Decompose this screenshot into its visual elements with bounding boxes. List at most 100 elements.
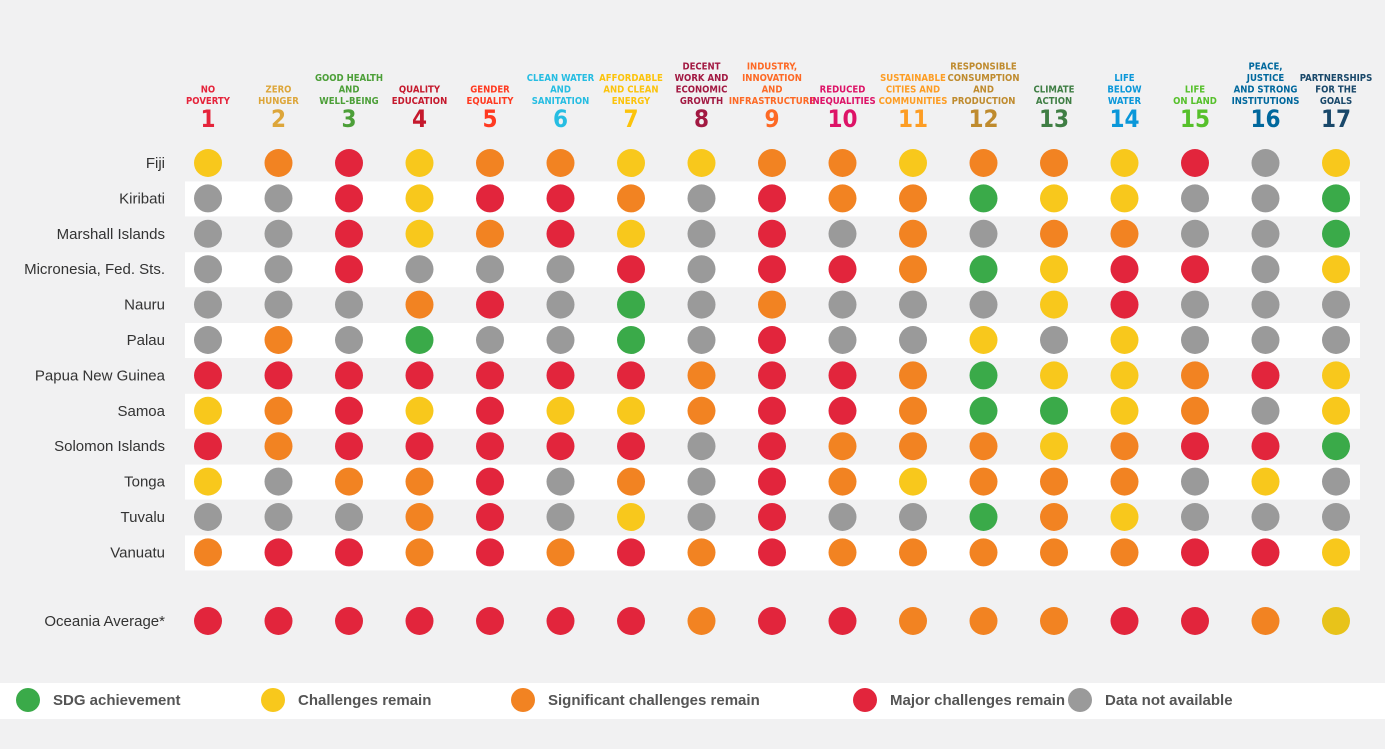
country-label: Tuvalu bbox=[121, 509, 165, 526]
status-dot bbox=[1110, 219, 1139, 248]
status-dot bbox=[617, 290, 645, 319]
status-dot bbox=[969, 290, 998, 319]
status-dot bbox=[1040, 538, 1068, 567]
status-dot bbox=[969, 467, 998, 496]
status-dot bbox=[335, 290, 363, 319]
status-dot bbox=[1110, 467, 1139, 496]
status-dot bbox=[758, 361, 786, 390]
goal-number: 10 bbox=[827, 105, 857, 133]
status-dot bbox=[264, 432, 293, 461]
status-dot bbox=[1110, 149, 1139, 177]
status-dot bbox=[335, 219, 363, 248]
status-dot bbox=[969, 396, 998, 425]
status-dot bbox=[546, 326, 575, 354]
status-dot bbox=[828, 361, 857, 390]
status-dot bbox=[405, 396, 434, 425]
status-dot bbox=[546, 184, 575, 213]
status-dot bbox=[1251, 326, 1280, 354]
status-dot bbox=[546, 396, 575, 425]
status-dot bbox=[687, 503, 716, 531]
goal-label: COMMUNITIES bbox=[879, 96, 948, 107]
country-label: Micronesia, Fed. Sts. bbox=[24, 261, 165, 278]
status-dot bbox=[899, 607, 927, 635]
status-dot bbox=[264, 184, 293, 213]
status-dot bbox=[758, 290, 786, 319]
status-dot bbox=[1110, 538, 1139, 567]
country-label: Oceania Average* bbox=[44, 613, 165, 630]
status-dot bbox=[1181, 326, 1209, 354]
goal-label: CITIES AND bbox=[886, 85, 940, 96]
status-dot bbox=[476, 467, 504, 496]
status-dot bbox=[335, 607, 363, 635]
goal-number: 14 bbox=[1109, 105, 1139, 133]
status-dot bbox=[264, 326, 293, 354]
status-dot bbox=[405, 184, 434, 213]
status-dot bbox=[899, 149, 927, 177]
status-dot bbox=[405, 290, 434, 319]
status-dot bbox=[828, 538, 857, 567]
legend-label: Challenges remain bbox=[298, 692, 431, 709]
status-dot bbox=[899, 290, 927, 319]
status-dot bbox=[1181, 432, 1209, 461]
status-dot bbox=[194, 467, 222, 496]
status-dot bbox=[617, 184, 645, 213]
status-dot bbox=[1322, 432, 1350, 461]
status-dot bbox=[1040, 219, 1068, 248]
goal-number: 4 bbox=[412, 105, 427, 133]
goal-label: ACTION bbox=[1036, 96, 1072, 107]
status-dot bbox=[1040, 184, 1068, 213]
status-dot bbox=[194, 503, 222, 531]
status-dot bbox=[1322, 149, 1350, 177]
goal-label: CLIMATE bbox=[1034, 85, 1075, 96]
goal-label: WELL-BEING bbox=[319, 96, 378, 107]
status-dot bbox=[476, 432, 504, 461]
status-dot bbox=[828, 396, 857, 425]
status-dot bbox=[1181, 396, 1209, 425]
goal-number: 2 bbox=[271, 105, 286, 133]
status-dot bbox=[476, 326, 504, 354]
goal-label: WORK AND bbox=[675, 73, 729, 84]
country-label: Vanuatu bbox=[110, 544, 165, 561]
status-dot bbox=[687, 290, 716, 319]
status-dot bbox=[335, 467, 363, 496]
status-dot bbox=[405, 607, 434, 635]
status-dot bbox=[1322, 607, 1350, 635]
status-dot bbox=[194, 255, 222, 284]
status-dot bbox=[546, 149, 575, 177]
status-dot bbox=[969, 184, 998, 213]
status-dot bbox=[1322, 326, 1350, 354]
goal-number: 11 bbox=[898, 105, 928, 133]
status-dot bbox=[1181, 361, 1209, 390]
status-dot bbox=[194, 607, 222, 635]
status-dot bbox=[1110, 326, 1139, 354]
status-dot bbox=[1110, 290, 1139, 319]
status-dot bbox=[194, 149, 222, 177]
status-dot bbox=[1251, 219, 1280, 248]
status-dot bbox=[758, 326, 786, 354]
status-dot bbox=[1251, 184, 1280, 213]
status-dot bbox=[1040, 361, 1068, 390]
status-dot bbox=[1040, 290, 1068, 319]
goal-label: INNOVATION bbox=[742, 73, 802, 84]
goal-label: AND bbox=[762, 85, 783, 96]
status-dot bbox=[405, 255, 434, 284]
status-dot bbox=[405, 467, 434, 496]
status-dot bbox=[1251, 503, 1280, 531]
goal-number: 17 bbox=[1321, 105, 1351, 133]
status-dot bbox=[194, 396, 222, 425]
status-dot bbox=[1322, 290, 1350, 319]
goal-label: EQUALITY bbox=[466, 96, 514, 107]
status-dot bbox=[899, 184, 927, 213]
status-dot bbox=[758, 432, 786, 461]
status-dot bbox=[1322, 503, 1350, 531]
legend-dot bbox=[511, 688, 535, 712]
goal-label: PEACE, bbox=[1248, 62, 1282, 73]
goal-label: INFRASTRUCTURE bbox=[729, 96, 815, 107]
status-dot bbox=[194, 326, 222, 354]
goal-label: CONSUMPTION bbox=[948, 73, 1020, 84]
goal-label: LIFE bbox=[1114, 73, 1134, 84]
status-dot bbox=[617, 467, 645, 496]
goal-label: SUSTAINABLE bbox=[880, 73, 946, 84]
country-label: Solomon Islands bbox=[54, 438, 165, 455]
